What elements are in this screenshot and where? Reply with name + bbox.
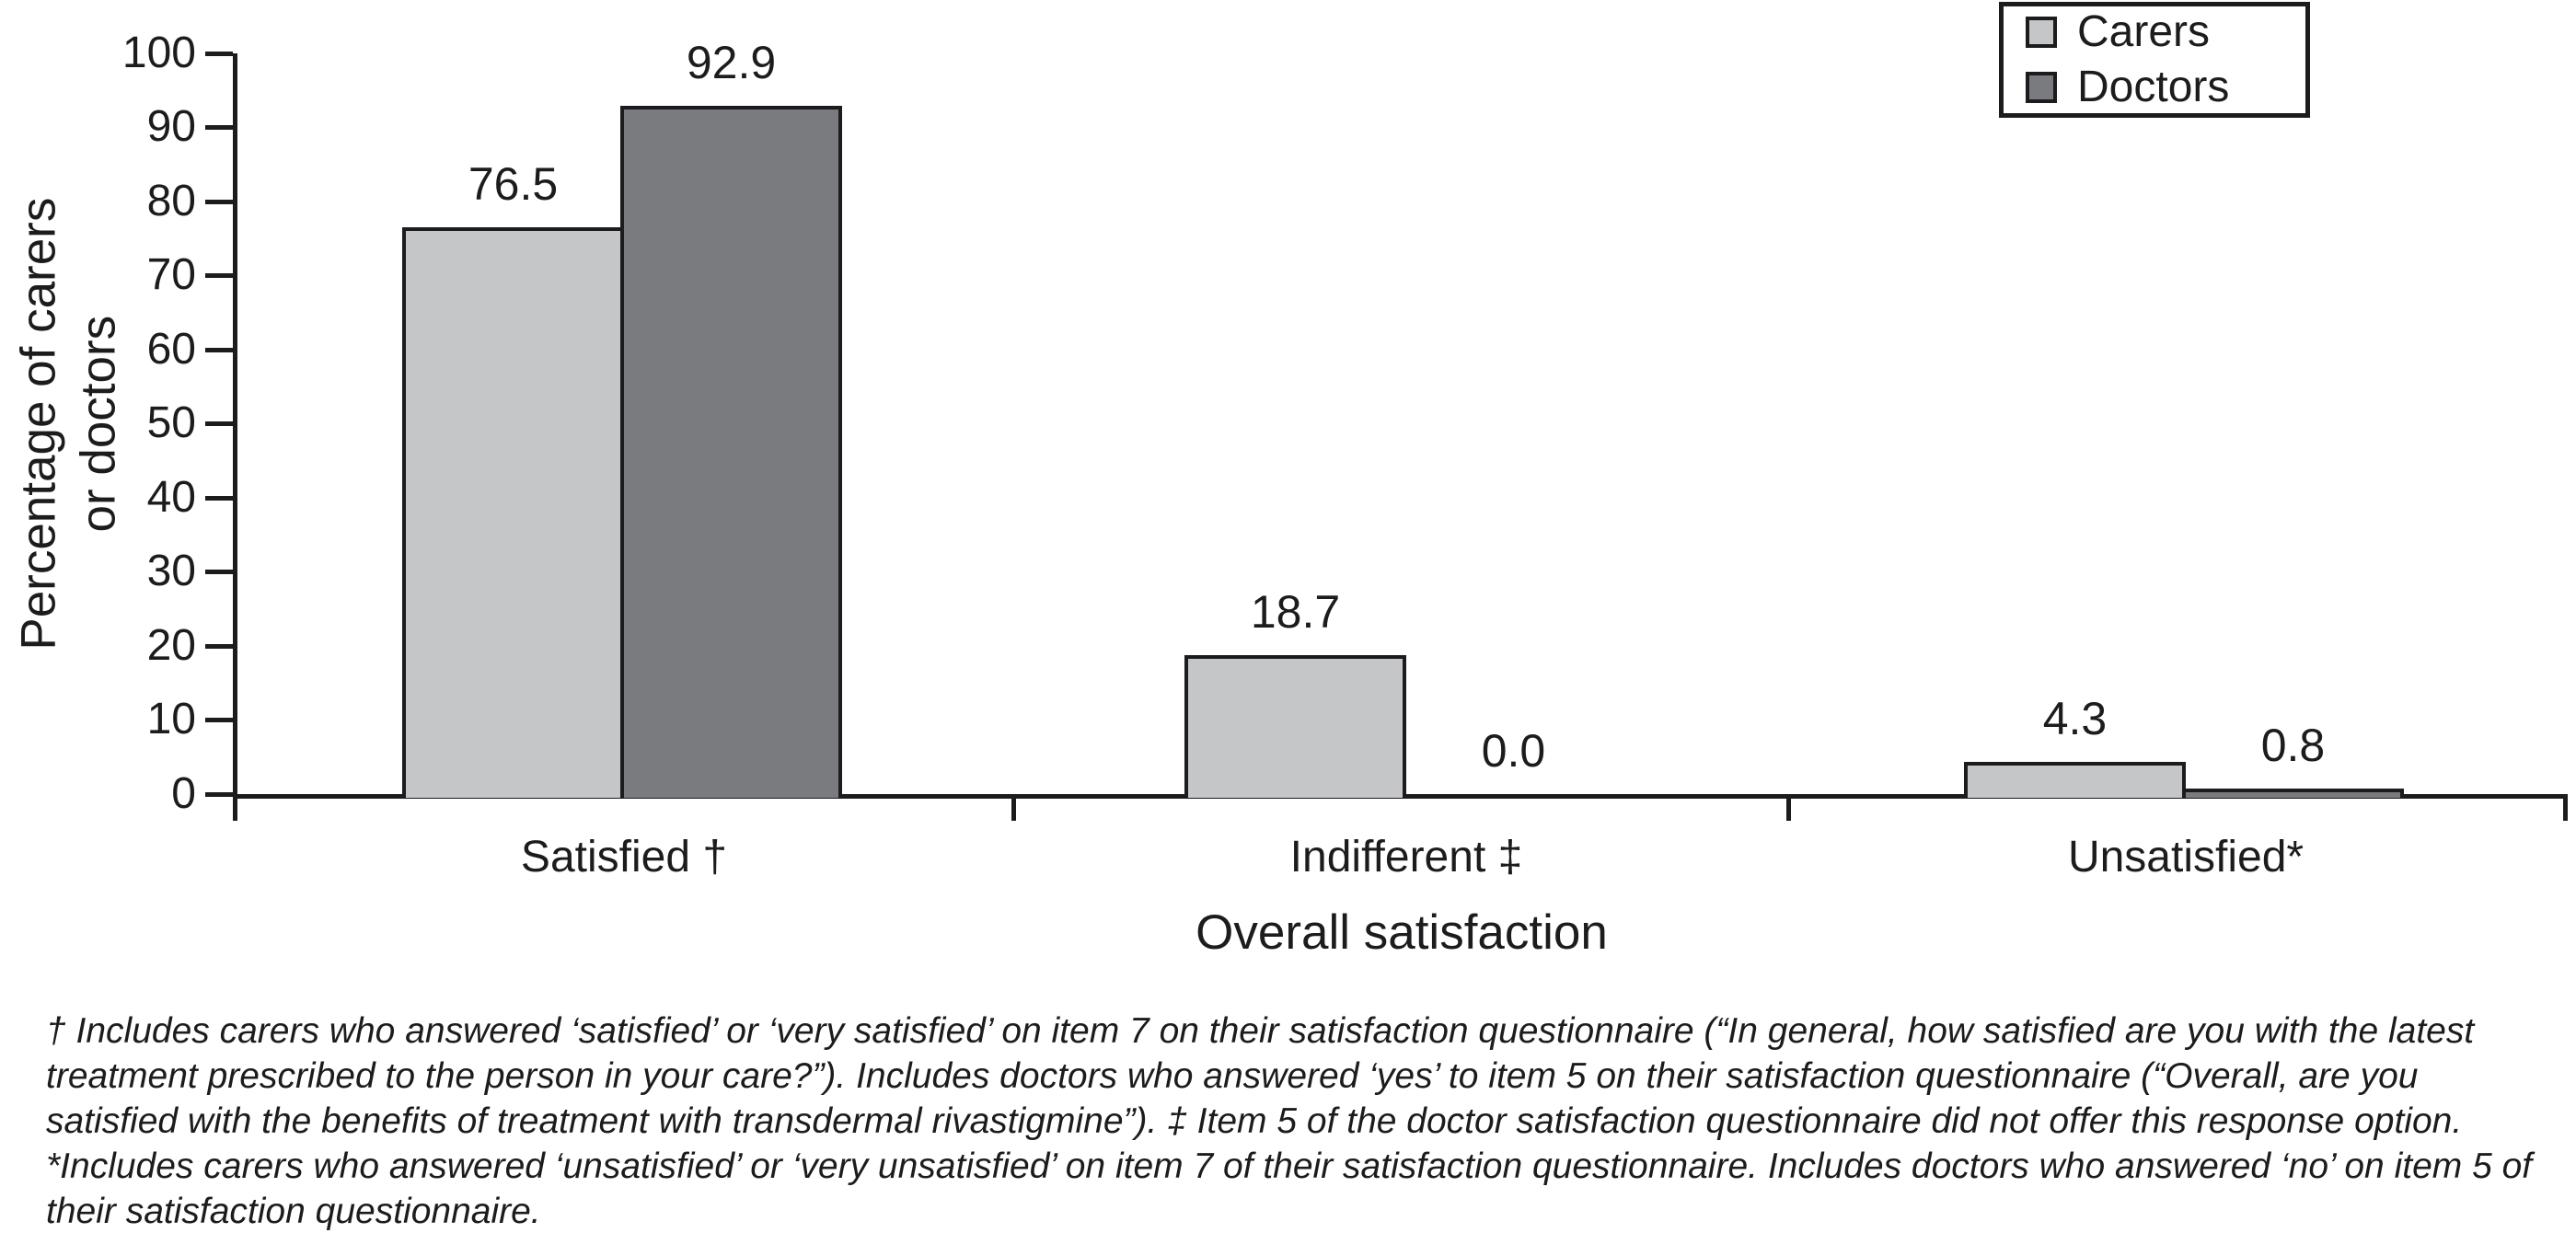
y-tick-label: 70 (146, 250, 196, 299)
y-tick-label: 10 (146, 695, 196, 743)
bar-carers-indifferent (1184, 655, 1406, 798)
bar-value-label: 92.9 (686, 37, 777, 88)
y-axis-tick (205, 125, 233, 130)
bar-value-label: 18.7 (1250, 586, 1341, 638)
y-axis-tick (205, 348, 233, 352)
y-axis-tick (205, 273, 233, 278)
legend-label-doctors: Doctors (2077, 63, 2230, 111)
legend-swatch-doctors (2026, 72, 2057, 103)
category-label-indifferent: Indifferent ‡ (1289, 833, 1523, 882)
legend-swatch-carers (2026, 17, 2057, 48)
x-axis-tick (233, 797, 237, 821)
legend-item-doctors: Doctors (2026, 65, 2305, 109)
x-axis-tick (2563, 797, 2568, 821)
bar-doctors-unsatisfied (2182, 789, 2404, 798)
bar-carers-unsatisfied (1964, 762, 2186, 798)
x-axis-tick (1011, 797, 1016, 821)
category-label-satisfied: Satisfied † (520, 833, 728, 882)
bar-value-label: 0.0 (1481, 725, 1546, 777)
y-axis-tick (205, 421, 233, 426)
bar-value-label: 76.5 (468, 158, 559, 210)
footnote: † Includes carers who answered ‘satisfie… (46, 1011, 2533, 1231)
y-axis-tick (205, 570, 233, 574)
bar-carers-satisfied (402, 227, 624, 798)
bar-value-label: 4.3 (2042, 693, 2108, 744)
y-axis-tick (205, 52, 233, 56)
y-axis-tick (205, 644, 233, 649)
x-axis-tick (1786, 797, 1791, 821)
category-label-unsatisfied: Unsatisfied* (2067, 833, 2305, 882)
legend: Carers Doctors (1999, 2, 2310, 118)
legend-label-carers: Carers (2077, 7, 2211, 56)
bar-doctors-satisfied (620, 106, 842, 798)
y-tick-label: 60 (146, 325, 196, 374)
y-tick-label: 20 (146, 621, 196, 670)
y-tick-label: 50 (146, 398, 196, 447)
y-axis-line (233, 53, 237, 799)
legend-item-carers: Carers (2026, 10, 2305, 54)
y-axis-tick (205, 718, 233, 722)
x-axis-title: Overall satisfaction (1196, 905, 1608, 960)
y-axis-tick (205, 200, 233, 204)
y-tick-label: 30 (146, 547, 196, 595)
bar-value-label: 0.8 (2260, 720, 2326, 771)
y-tick-label: 80 (146, 177, 196, 225)
y-tick-label: 40 (146, 473, 196, 522)
y-axis-tick (205, 496, 233, 501)
y-axis-tick (205, 792, 233, 797)
y-tick-label: 100 (121, 29, 196, 77)
y-tick-label: 0 (171, 769, 196, 818)
y-tick-label: 90 (146, 102, 196, 151)
